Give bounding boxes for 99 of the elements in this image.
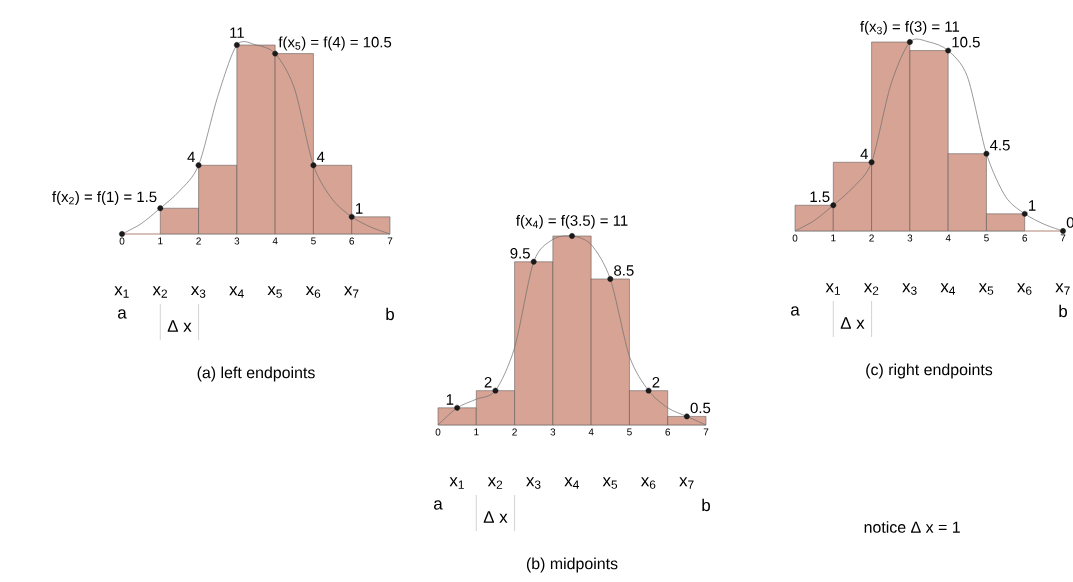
x-tick-label: 0 xyxy=(792,234,798,242)
data-label: 11 xyxy=(230,27,244,38)
data-label: f(x$_{4}$) = f(3.5) = 11 xyxy=(516,214,628,229)
data-label: 1.5 xyxy=(810,191,830,203)
text: x$_{2}$ xyxy=(152,286,167,298)
x-tick-label: 0 xyxy=(435,428,441,436)
text: notice Δ x = 1 xyxy=(864,521,960,533)
point xyxy=(830,202,837,209)
x-tick-label: 5 xyxy=(984,234,989,242)
point xyxy=(454,404,461,411)
point xyxy=(569,233,575,239)
data-label: 1 xyxy=(446,394,454,405)
text: x$_{6}$ xyxy=(305,286,321,298)
text: a xyxy=(118,309,127,319)
text: x$_{3}$ xyxy=(902,283,917,295)
x-tick-label: 2 xyxy=(512,428,517,436)
text: (a) left endpoints xyxy=(197,366,315,382)
data-label: 4 xyxy=(860,148,868,160)
text: (b) midpoints xyxy=(526,557,618,573)
x-tick-label: 1 xyxy=(158,237,163,245)
text: a xyxy=(434,500,443,510)
text: x$_{1}$ xyxy=(449,477,464,489)
point xyxy=(195,162,202,169)
text: x$_{6}$ xyxy=(640,477,656,489)
x-tick-label: 6 xyxy=(349,237,355,245)
x-tick-label: 1 xyxy=(831,234,836,242)
data-label: f(x$_{3}$) = f(3) = 11 xyxy=(860,20,960,35)
point xyxy=(272,50,279,57)
point xyxy=(868,159,875,166)
x-tick-label: 4 xyxy=(588,428,594,436)
data-label: 2 xyxy=(484,377,492,388)
text: b xyxy=(1059,304,1068,318)
x-tick-label: 6 xyxy=(1022,234,1028,242)
text: x$_{4}$ xyxy=(229,286,244,298)
point xyxy=(983,150,990,157)
text: x$_{1}$ xyxy=(114,286,129,298)
point xyxy=(157,205,164,212)
x-tick-label: 7 xyxy=(1060,234,1066,242)
point xyxy=(348,213,355,220)
text: x$_{4}$ xyxy=(940,283,956,295)
x-tick-label: 4 xyxy=(272,237,278,245)
point xyxy=(906,39,913,45)
text: (c) right endpoints xyxy=(866,363,993,379)
point xyxy=(233,42,240,48)
text: x$_{7}$ xyxy=(679,477,694,489)
x-tick-label: 7 xyxy=(703,428,709,436)
point xyxy=(530,258,537,265)
x-tick-label: 2 xyxy=(869,234,874,242)
data-label: 1 xyxy=(356,203,363,214)
data-label: f(x$_{5}$) = f(4) = 10.5 xyxy=(278,36,392,51)
data-label: f(x$_{2}$) = f(1) = 1.5 xyxy=(52,191,157,206)
x-tick-label: 6 xyxy=(665,428,671,436)
text: x$_{2}$ xyxy=(863,283,879,295)
x-tick-label: 5 xyxy=(311,237,316,245)
text: a xyxy=(791,306,800,316)
text: x$_{5}$ xyxy=(978,283,994,295)
text: x$_{7}$ xyxy=(344,286,359,298)
x-tick-label: 2 xyxy=(196,237,201,245)
data-label: 4 xyxy=(187,151,195,163)
data-label: 0 xyxy=(1066,217,1073,228)
text: x$_{3}$ xyxy=(190,286,206,298)
point xyxy=(119,231,125,237)
x-tick-label: 5 xyxy=(627,428,632,436)
text: x$_{6}$ xyxy=(1017,283,1032,295)
data-label: 10.5 xyxy=(952,36,980,48)
text: x$_{5}$ xyxy=(267,286,282,298)
data-label: 4.5 xyxy=(989,140,1010,151)
text: x$_{4}$ xyxy=(564,477,579,489)
x-tick-label: 4 xyxy=(945,234,951,242)
x-tick-label: 3 xyxy=(550,428,556,436)
point xyxy=(310,162,317,169)
text: b xyxy=(386,307,394,321)
data-label: 2 xyxy=(652,377,660,388)
point xyxy=(607,276,614,282)
text: x$_{3}$ xyxy=(526,477,541,489)
text: x$_{2}$ xyxy=(487,477,503,489)
data-label: 9.5 xyxy=(510,248,530,259)
text: b xyxy=(702,498,710,512)
x-tick-label: 1 xyxy=(474,428,479,436)
data-label: 1 xyxy=(1029,200,1036,211)
text: Δ x xyxy=(840,317,865,329)
point xyxy=(645,387,652,394)
x-tick-label: 3 xyxy=(907,234,913,242)
point xyxy=(1060,228,1066,234)
data-label: 8.5 xyxy=(614,265,634,276)
point xyxy=(492,387,499,394)
point xyxy=(945,47,952,54)
x-tick-label: 7 xyxy=(387,237,393,245)
text: Δ x xyxy=(167,320,192,332)
text: x$_{5}$ xyxy=(602,477,618,489)
point xyxy=(1021,210,1028,217)
text: Δ x xyxy=(483,511,508,523)
x-tick-label: 3 xyxy=(234,237,240,245)
text: x$_{7}$ xyxy=(1055,283,1070,295)
x-tick-label: 0 xyxy=(119,237,125,245)
point xyxy=(683,413,690,420)
data-label: 4 xyxy=(316,151,325,163)
text: x$_{1}$ xyxy=(825,283,840,295)
data-label: 0.5 xyxy=(690,402,711,414)
